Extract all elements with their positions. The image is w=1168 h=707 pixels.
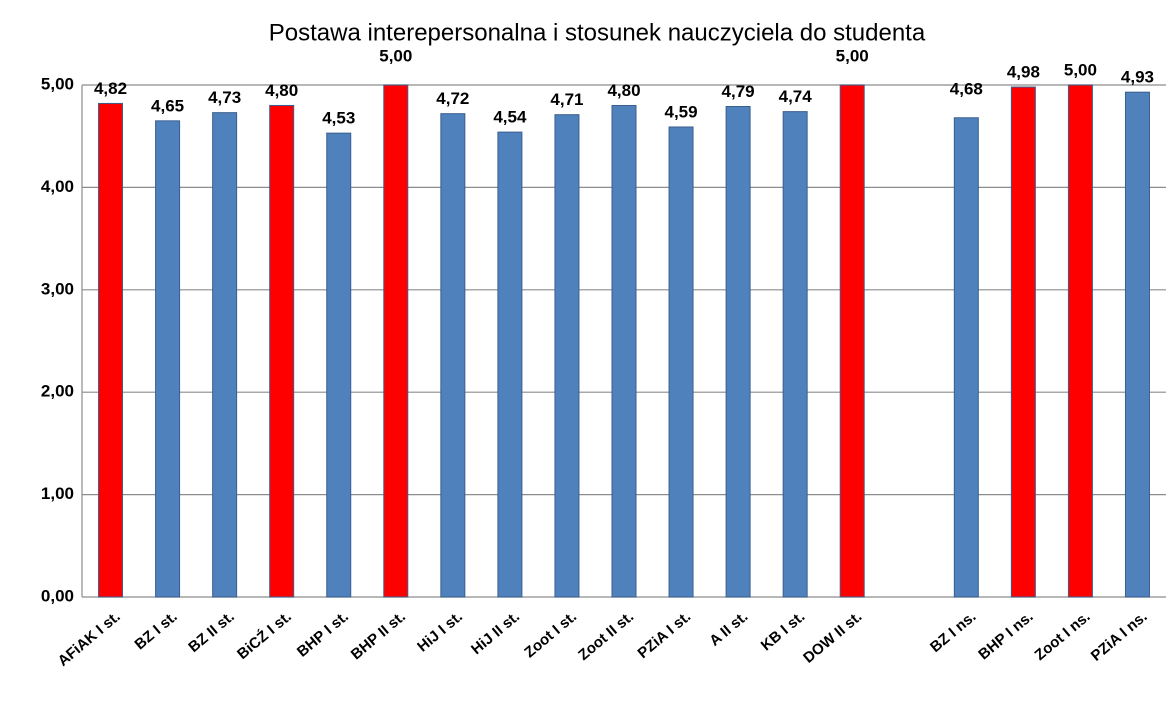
x-tick-label: PZiA I ns. — [1088, 608, 1151, 665]
value-label: 4,71 — [550, 90, 583, 109]
bar — [839, 84, 865, 598]
bar — [554, 114, 580, 598]
bar — [725, 106, 751, 598]
value-label: 4,80 — [265, 81, 298, 100]
bar — [668, 126, 694, 598]
bar — [440, 113, 466, 598]
bar — [953, 117, 979, 598]
y-tick-label: 3,00 — [41, 279, 74, 298]
x-tick-label: AFiAK I st. — [55, 608, 124, 670]
value-label: 4,74 — [779, 87, 813, 106]
x-tick-label: HiJ II st. — [468, 608, 523, 658]
bar — [383, 84, 409, 598]
x-tick-label: BZ I st. — [131, 608, 180, 653]
bar — [98, 102, 124, 598]
y-tick-label: 2,00 — [41, 382, 74, 401]
value-label: 4,93 — [1121, 68, 1154, 87]
x-tick-label: KB I st. — [758, 608, 809, 654]
bar — [611, 104, 637, 598]
value-label: 4,65 — [151, 96, 184, 115]
value-label: 4,98 — [1007, 63, 1040, 82]
x-tick-label: BZ I ns. — [927, 608, 979, 656]
y-tick-label: 4,00 — [41, 177, 74, 196]
value-label: 4,80 — [607, 81, 640, 100]
x-tick-label: PZiA I st. — [635, 608, 695, 662]
x-tick-label: Zoot II st. — [575, 608, 637, 664]
bar — [1124, 91, 1150, 598]
x-tick-label: BHP I st. — [294, 608, 352, 660]
x-tick-label: BHP II st. — [348, 608, 409, 663]
value-label: 4,79 — [722, 82, 755, 101]
value-label: 4,54 — [493, 108, 527, 127]
value-label: 5,00 — [836, 46, 869, 65]
bar — [212, 112, 238, 598]
x-tick-label: BHP I ns. — [975, 608, 1036, 663]
bar — [269, 104, 295, 598]
value-label: 4,53 — [322, 109, 355, 128]
bar — [782, 111, 808, 598]
value-label: 5,00 — [379, 46, 412, 65]
bar — [497, 131, 523, 598]
x-tick-label: Zoot I ns. — [1032, 608, 1094, 664]
y-tick-label: 0,00 — [41, 586, 74, 605]
x-tick-label: BiCŹ I st. — [234, 608, 295, 663]
x-tick-label: Zoot I st. — [521, 608, 580, 661]
y-tick-label: 1,00 — [41, 484, 74, 503]
x-tick-label: DOW II st. — [800, 608, 865, 667]
x-tick-label: HiJ I st. — [414, 608, 466, 655]
value-label: 4,82 — [94, 79, 127, 98]
bar — [326, 132, 352, 598]
value-label: 4,68 — [950, 79, 983, 98]
value-label: 4,73 — [208, 88, 241, 107]
value-label: 5,00 — [1064, 60, 1097, 79]
bar — [155, 120, 181, 598]
value-label: 4,59 — [665, 102, 698, 121]
bar — [1010, 86, 1036, 598]
bar — [1067, 84, 1093, 598]
chart-title: Postawa interepersonalna i stosunek nauc… — [269, 19, 926, 46]
x-tick-label: A II st. — [706, 608, 751, 650]
y-tick-label: 5,00 — [41, 74, 74, 93]
value-label: 4,72 — [436, 89, 469, 108]
x-tick-label: BZ II st. — [185, 608, 237, 656]
